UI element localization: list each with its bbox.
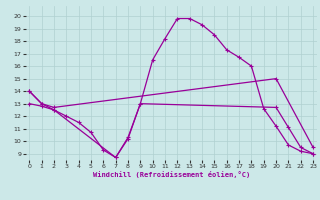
X-axis label: Windchill (Refroidissement éolien,°C): Windchill (Refroidissement éolien,°C) bbox=[92, 171, 250, 178]
